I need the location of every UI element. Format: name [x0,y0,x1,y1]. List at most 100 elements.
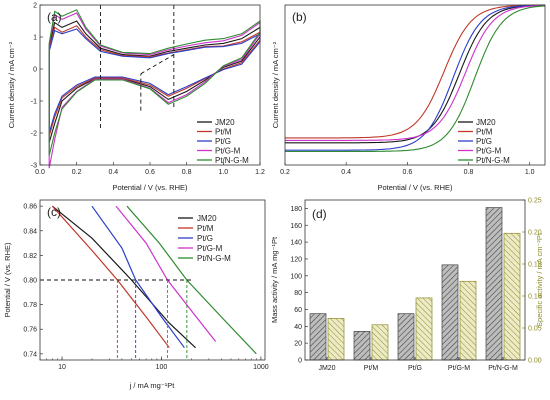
panel-d-bar-mass [309,313,327,361]
panel-d: 0 20 40 60 80 100 120 140 160 180 0.00 0.05 0.10 0.15… [270,198,544,373]
panel-d-category-label: Pt/G-M [448,365,470,372]
panel-a-ylabel: Current density / mA cm⁻² [7,41,16,128]
panel-a-xtick-label: 0.8 [182,169,192,176]
panel-b-legend-entry: Pt/G-M [476,147,502,156]
panel-a-xtick-label: 0.0 [35,169,45,176]
panel-d-ytick-label: 140 [290,240,302,247]
panel-a-xtick-label: 0.2 [72,169,82,176]
panel-d-y2label: Specific activity / mA cm⁻²Pt [535,232,544,327]
panel-c-xtick-label: 10 [58,364,66,371]
panel-a-legend-entry: Pt/N-G-M [215,156,249,165]
panel-a-xtick-label: 1.0 [218,169,228,176]
panel-d-bar-specific [459,280,477,361]
panel-b-xtick-label: 0.6 [402,169,412,176]
panel-b-legend-entry: JM20 [476,118,496,127]
panel-c-frame [39,199,266,361]
panel-b-xlabel: Potential / V (vs. RHE) [377,183,453,192]
panel-b-xtick-label: 0.8 [464,169,474,176]
panel-a-xlabel: Potential / V (vs. RHE) [112,183,188,192]
panel-c-xlabel: j / mA mg⁻¹Pt [129,381,176,390]
panel-d-category-label: Pt/N-G-M [488,365,518,372]
panel-c-ytick-label: 0.80 [23,278,37,285]
panel-d-ylabel: Mass activity / mA mg⁻¹Pt [270,236,279,323]
panel-c-ytick-label: 0.76 [23,327,37,334]
panel-a-ytick-label: -3 [31,163,37,170]
panel-d-y2tick-label: 0.15 [528,262,542,269]
panel-a-legend-entry: Pt/G [215,137,231,146]
panel-b-legend-entry: Pt/G [476,137,492,146]
panel-a-label: (a) [47,10,62,24]
panel-b-xtick-label: 0.4 [341,169,351,176]
panel-d-bar-specific [371,324,389,361]
panel-d-bar-specific [327,318,345,361]
panel-b-series-line [285,4,546,141]
panel-a-reference-line [140,54,175,75]
panel-b-legend-entry: Pt/N-G-M [476,156,510,165]
panel-b-xtick-label: 1.0 [525,169,535,176]
panel-a-ytick-label: -1 [31,99,37,106]
panel-c-ylabel: Potential / V (vs. RHE) [3,242,12,318]
panel-c-legend-entry: Pt/N-G-M [197,254,231,263]
panel-b-series-line [285,4,545,151]
panel-d-bar-specific [503,232,521,361]
panel-b-series-line [285,4,545,144]
panel-a-ytick-label: 2 [33,3,37,10]
panel-d-plot-area: 0 20 40 60 80 100 120 140 160 180 0.00 0.05 0.10 0.15… [290,198,541,373]
panel-d-ytick-label: 100 [290,273,302,280]
panel-c-series-line [51,205,170,349]
panel-c-ytick-label: 0.82 [23,253,37,260]
panel-b-legend-entry: Pt/M [476,128,493,137]
panel-d-y2tick-label: 0.20 [528,230,542,237]
panel-d-bar-mass [441,264,459,361]
panel-b-label: (b) [292,10,307,24]
panel-b-series-line [285,4,545,139]
panel-a-ytick-label: -2 [31,131,37,138]
panel-c-ytick-label: 0.78 [23,302,37,309]
panel-c-legend-entry: Pt/M [197,224,214,233]
panel-d-ytick-label: 60 [294,307,302,314]
panel-a: 0.0 0.2 0.4 0.6 0.8 1.0 1.2 -3 -2 -1 0 1 2 (a) Poten… [7,3,265,193]
panel-d-ytick-label: 180 [290,206,302,213]
panel-c-ytick-label: 0.86 [23,204,37,211]
panel-d-category-label: JM20 [318,365,335,372]
panel-d-bar-specific [415,297,433,361]
panel-d-ytick-label: 160 [290,223,302,230]
panel-c: 10 100 1000 0.74 0.76 0.78 0.80 0.82 0.84 0.86 (c… [3,199,269,390]
panel-d-ytick-label: 80 [294,290,302,297]
panel-d-category-label: Pt/G [408,365,422,372]
panel-a-legend-entry: Pt/G-M [215,147,241,156]
panel-d-y2tick-label: 0.25 [528,198,542,205]
panel-a-ytick-label: 1 [33,35,37,42]
panel-c-xtick-label: 1000 [253,364,269,371]
panel-b-xtick-label: 0.2 [280,169,290,176]
panel-b-series-line [285,5,546,153]
panel-d-label: (d) [312,207,327,221]
panel-d-bar-mass [397,313,415,361]
panel-a-xtick-label: 0.6 [145,169,155,176]
panel-c-series-line [91,205,185,349]
panel-d-frame [304,199,526,361]
panel-d-ytick-label: 120 [290,256,302,263]
panel-a-frame [39,4,261,166]
panel-d-bar-mass [353,331,371,361]
panel-d-y2tick-label: 0.10 [528,294,542,301]
panel-b: 0.2 0.4 0.6 0.8 1.0 (b) Potential / V (vs. R… [271,4,546,192]
panel-a-legend-entry: JM20 [215,118,235,127]
panel-b-frame [284,4,546,166]
panel-b-ylabel: Current density / mA cm⁻² [271,41,280,128]
panel-c-legend-entry: JM20 [197,214,217,223]
panel-d-bar-mass [485,207,503,361]
panel-d-y2tick-label: 0.00 [528,358,542,365]
panel-b-plot-area: 0.2 0.4 0.6 0.8 1.0 [280,4,546,176]
panel-c-series-line [52,205,196,349]
panel-a-ytick-label: 0 [33,67,37,74]
panel-d-y2tick-label: 0.05 [528,326,542,333]
panel-d-category-label: Pt/M [364,365,379,372]
panel-d-ytick-label: 0 [298,358,302,365]
panel-d-ytick-label: 40 [294,324,302,331]
panel-a-xtick-label: 0.4 [108,169,118,176]
